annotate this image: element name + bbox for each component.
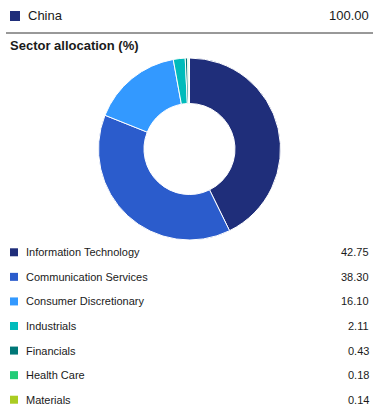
svg-text:Information Technology: Information Technology (26, 246, 140, 258)
svg-text:0.14: 0.14 (348, 394, 369, 406)
svg-text:Materials: Materials (26, 394, 71, 406)
svg-text:Consumer Discretionary: Consumer Discretionary (26, 295, 144, 307)
svg-text:Health Care: Health Care (26, 369, 85, 381)
svg-text:Sector allocation (%): Sector allocation (%) (10, 38, 139, 53)
svg-text:100.00: 100.00 (329, 8, 369, 23)
svg-text:0.18: 0.18 (348, 369, 369, 381)
svg-text:2.11: 2.11 (348, 320, 369, 332)
svg-text:38.30: 38.30 (341, 271, 369, 283)
svg-text:0.43: 0.43 (348, 345, 369, 357)
svg-text:Industrials: Industrials (26, 320, 77, 332)
svg-text:16.10: 16.10 (341, 295, 369, 307)
svg-text:Communication Services: Communication Services (26, 271, 148, 283)
svg-text:Financials: Financials (26, 345, 76, 357)
svg-text:China: China (28, 8, 63, 23)
svg-text:42.75: 42.75 (341, 246, 369, 258)
